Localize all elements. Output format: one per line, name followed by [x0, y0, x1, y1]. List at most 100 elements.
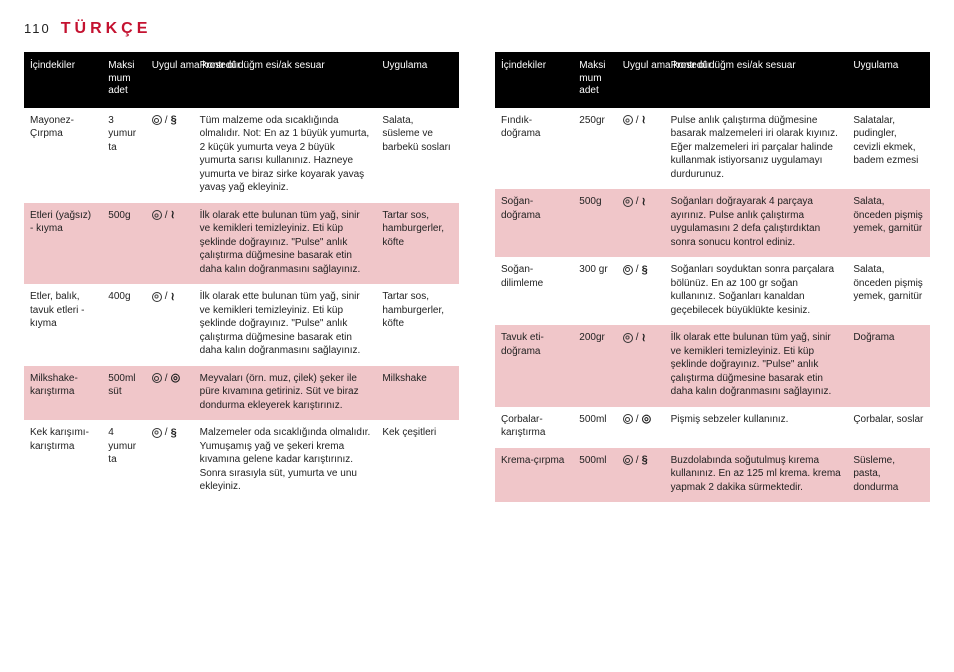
cell-procedure: Pişmiş sebzeler kullanınız.	[665, 407, 848, 448]
icon-separator: /	[165, 372, 168, 386]
page-number: 110	[24, 21, 51, 36]
cell-application: Çorbalar, soslar	[847, 407, 930, 448]
col-header: Uygul ama kontr ol düğm esi/ak sesuar	[146, 52, 194, 108]
cell-ingredient: Kek karışımı- karıştırma	[24, 420, 102, 502]
control-icon	[152, 373, 162, 383]
cell-application: Doğrama	[847, 325, 930, 407]
cell-qty: 200gr	[573, 325, 617, 407]
right-column: İçindekilerMaksi mum adetUygul ama kontr…	[495, 52, 930, 502]
cell-ingredient: Milkshake- karıştırma	[24, 366, 102, 421]
cell-application: Tartar sos, hamburgerler, köfte	[376, 203, 459, 285]
accessory-icon: ≀	[171, 292, 175, 302]
cell-procedure: İlk olarak ette bulunan tüm yağ, sinir v…	[665, 325, 848, 407]
cell-qty: 500ml süt	[102, 366, 146, 421]
cell-application: Süsleme, pasta, dondurma	[847, 448, 930, 503]
cell-control: /≀	[617, 189, 665, 257]
table-row: Soğan- doğrama500g/≀Soğanları doğrayarak…	[495, 189, 930, 257]
accessory-icon: ≀	[642, 197, 646, 207]
control-icon	[623, 333, 633, 343]
cell-qty: 300 gr	[573, 257, 617, 325]
icon-separator: /	[636, 263, 639, 277]
col-header: Uygul ama kontr ol düğm esi/ak sesuar	[617, 52, 665, 108]
icon-separator: /	[636, 195, 639, 209]
cell-control: /≀	[617, 108, 665, 190]
table-row: Mayonez- Çırpma3 yumur ta/§Tüm malzeme o…	[24, 108, 459, 203]
cell-ingredient: Etleri (yağsız) - kıyma	[24, 203, 102, 285]
cell-control: /≀	[146, 284, 194, 366]
col-header: İçindekiler	[495, 52, 573, 108]
table-row: Etler, balık, tavuk etleri - kıyma400g/≀…	[24, 284, 459, 366]
cell-control: /≀	[146, 203, 194, 285]
cell-qty: 400g	[102, 284, 146, 366]
accessory-icon: ◎	[642, 414, 652, 424]
cell-control: /◎	[146, 366, 194, 421]
cell-ingredient: Çorbalar- karıştırma	[495, 407, 573, 448]
accessory-icon: ◎	[171, 373, 181, 383]
cell-procedure: İlk olarak ette bulunan tüm yağ, sinir v…	[194, 203, 377, 285]
cell-control: /≀	[617, 325, 665, 407]
control-icon	[152, 292, 162, 302]
cell-control: /◎	[617, 407, 665, 448]
cell-procedure: Meyvaları (örn. muz, çilek) şeker ile pü…	[194, 366, 377, 421]
col-header: Maksi mum adet	[573, 52, 617, 108]
col-header: İçindekiler	[24, 52, 102, 108]
left-column: İçindekilerMaksi mum adetUygul ama kontr…	[24, 52, 459, 502]
icon-separator: /	[165, 114, 168, 128]
icon-separator: /	[636, 413, 639, 427]
control-icon	[623, 197, 633, 207]
col-header: Uygulama	[376, 52, 459, 108]
accessory-icon: ≀	[642, 115, 646, 125]
table-row: Krema-çırpma500ml/§Buzdolabında soğutulm…	[495, 448, 930, 503]
col-header: Uygulama	[847, 52, 930, 108]
control-icon	[623, 265, 633, 275]
language-title: TÜRKÇE	[61, 20, 152, 38]
cell-ingredient: Fındık- doğrama	[495, 108, 573, 190]
icon-separator: /	[165, 209, 168, 223]
cell-qty: 500ml	[573, 448, 617, 503]
body-columns: İçindekilerMaksi mum adetUygul ama kontr…	[24, 52, 930, 502]
accessory-icon: §	[171, 115, 177, 125]
control-icon	[623, 414, 633, 424]
accessory-icon: §	[642, 265, 648, 275]
icon-separator: /	[636, 454, 639, 468]
cell-procedure: İlk olarak ette bulunan tüm yağ, sinir v…	[194, 284, 377, 366]
accessory-icon: ≀	[642, 333, 646, 343]
cell-ingredient: Tavuk eti- doğrama	[495, 325, 573, 407]
cell-control: /§	[146, 108, 194, 203]
cell-ingredient: Soğan- doğrama	[495, 189, 573, 257]
icon-separator: /	[636, 114, 639, 128]
cell-ingredient: Mayonez- Çırpma	[24, 108, 102, 203]
control-icon	[623, 115, 633, 125]
control-icon	[152, 210, 162, 220]
cell-qty: 4 yumur ta	[102, 420, 146, 502]
right-table: İçindekilerMaksi mum adetUygul ama kontr…	[495, 52, 930, 502]
cell-procedure: Soğanları soyduktan sonra parçalara bölü…	[665, 257, 848, 325]
accessory-icon: §	[171, 428, 177, 438]
cell-control: /§	[617, 257, 665, 325]
control-icon	[623, 455, 633, 465]
cell-procedure: Tüm malzeme oda sıcaklığında olmalıdır. …	[194, 108, 377, 203]
cell-application: Salatalar, pudingler, cevizli ekmek, bad…	[847, 108, 930, 190]
cell-qty: 500g	[573, 189, 617, 257]
cell-qty: 250gr	[573, 108, 617, 190]
cell-qty: 3 yumur ta	[102, 108, 146, 203]
control-icon	[152, 115, 162, 125]
cell-ingredient: Krema-çırpma	[495, 448, 573, 503]
cell-control: /§	[617, 448, 665, 503]
cell-procedure: Pulse anlık çalıştırma düğmesine basarak…	[665, 108, 848, 190]
icon-separator: /	[165, 290, 168, 304]
left-table: İçindekilerMaksi mum adetUygul ama kontr…	[24, 52, 459, 502]
cell-ingredient: Soğan- dilimleme	[495, 257, 573, 325]
icon-separator: /	[165, 426, 168, 440]
col-header: Maksi mum adet	[102, 52, 146, 108]
cell-procedure: Soğanları doğrayarak 4 parçaya ayırınız.…	[665, 189, 848, 257]
cell-qty: 500ml	[573, 407, 617, 448]
table-row: Soğan- dilimleme300 gr/§Soğanları soyduk…	[495, 257, 930, 325]
cell-application: Tartar sos, hamburgerler, köfte	[376, 284, 459, 366]
page-header: 110 TÜRKÇE	[24, 20, 930, 38]
table-row: Kek karışımı- karıştırma4 yumur ta/§Malz…	[24, 420, 459, 502]
table-row: Fındık- doğrama250gr/≀Pulse anlık çalışt…	[495, 108, 930, 190]
accessory-icon: §	[642, 455, 648, 465]
cell-application: Milkshake	[376, 366, 459, 421]
cell-ingredient: Etler, balık, tavuk etleri - kıyma	[24, 284, 102, 366]
